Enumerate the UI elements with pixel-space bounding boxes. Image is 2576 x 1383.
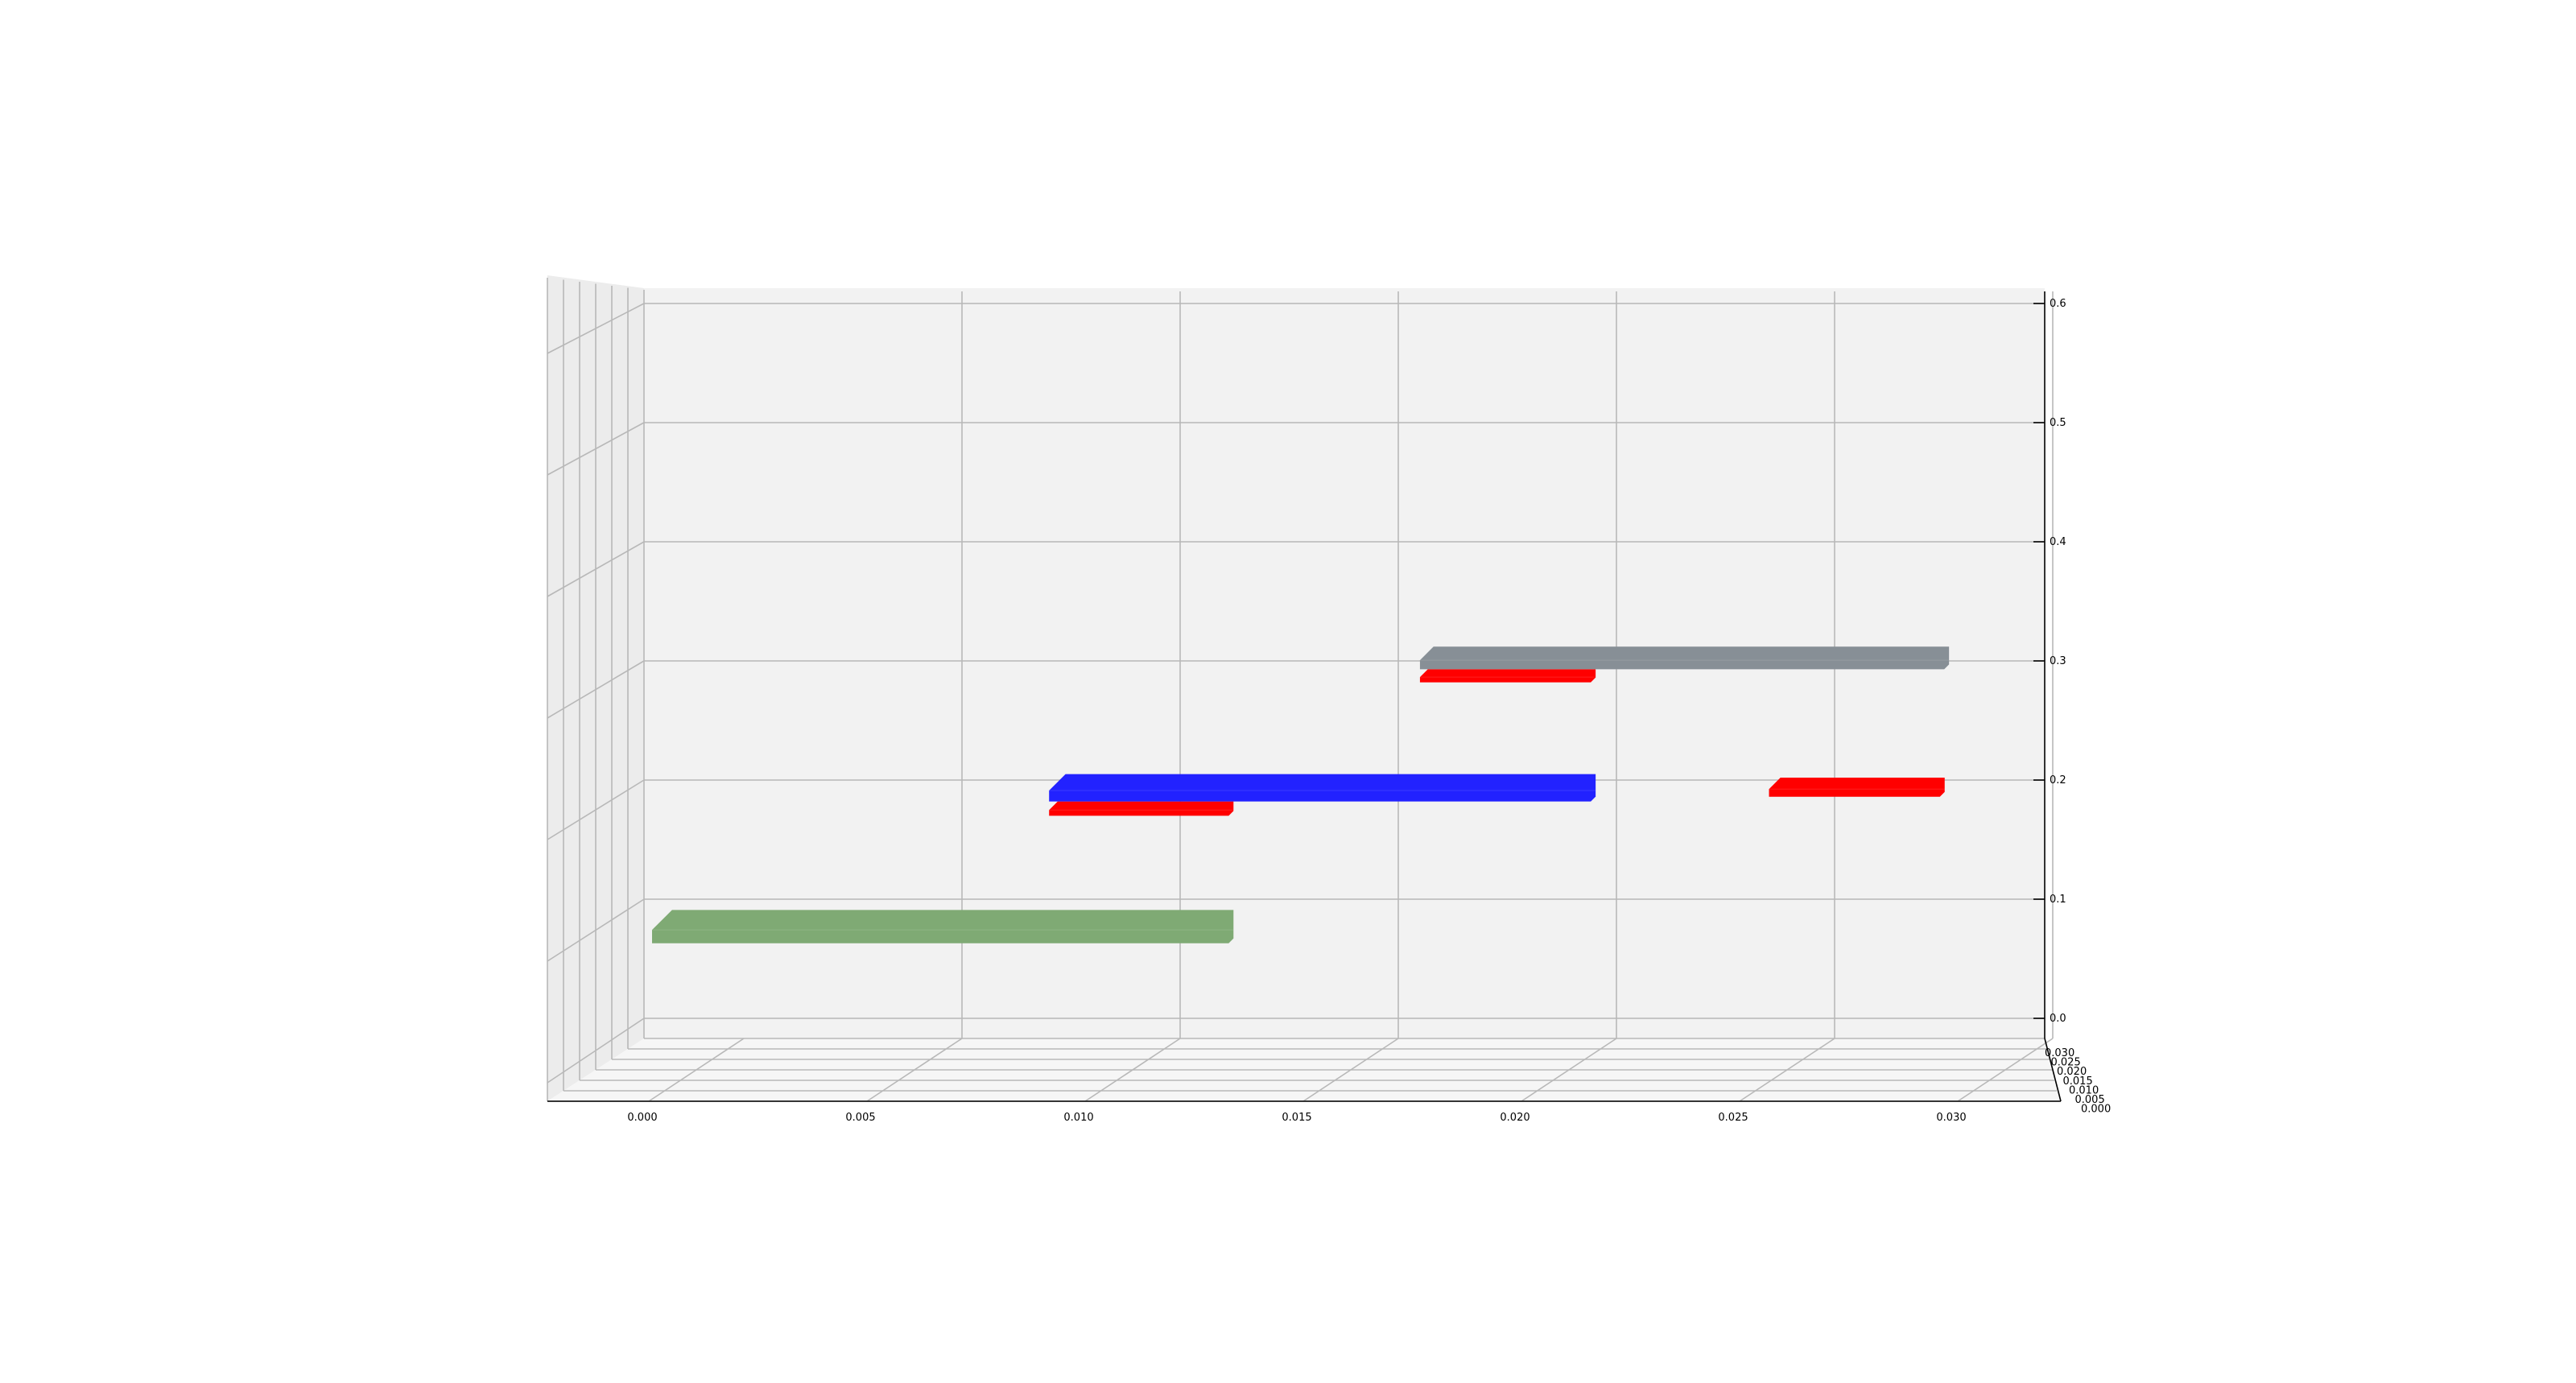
x-tick-label: 0.015 xyxy=(1282,1112,1311,1124)
y-tick-label: 0.000 xyxy=(2081,1104,2111,1116)
x-tick-label: 0.025 xyxy=(1718,1112,1748,1124)
y-tick-label: 0.020 xyxy=(2057,1066,2087,1078)
grid-lines xyxy=(547,278,2059,1102)
bar-1 xyxy=(1049,801,1234,816)
bar-0 xyxy=(652,910,1234,943)
bar-face xyxy=(1049,774,1596,802)
x-tick-label: 0.030 xyxy=(1936,1112,1966,1124)
y-axis-line xyxy=(2044,1038,2062,1102)
y-tick-label: 0.005 xyxy=(2075,1094,2105,1106)
bar-face xyxy=(652,910,1234,943)
bar-5 xyxy=(1769,778,1945,797)
x-tick-label: 0.020 xyxy=(1500,1112,1530,1124)
y-tick-label: 0.010 xyxy=(2069,1084,2099,1096)
x-tick-label: 0.000 xyxy=(627,1112,657,1124)
y-tick-label: 0.025 xyxy=(2051,1057,2081,1069)
z-tick-label: 0.1 xyxy=(2050,894,2066,906)
bar-face xyxy=(1419,669,1596,683)
axes-panes xyxy=(547,275,2061,1101)
y-tick-label: 0.030 xyxy=(2045,1047,2074,1059)
bar-face xyxy=(1419,646,1950,670)
z-tick-label: 0.2 xyxy=(2050,774,2066,786)
y-tick-label: 0.015 xyxy=(2063,1075,2093,1088)
bar-2 xyxy=(1049,774,1596,802)
bar-face xyxy=(1049,801,1234,816)
axis-lines xyxy=(547,291,2062,1102)
x-tick-labels: 0.000 0.005 0.010 0.015 0.020 0.025 0.030 xyxy=(627,1112,1966,1124)
bars xyxy=(652,646,1950,943)
bar-4 xyxy=(1419,646,1950,670)
x-tick-label: 0.005 xyxy=(845,1112,875,1124)
z-tick-label: 0.4 xyxy=(2050,536,2066,548)
bar-3 xyxy=(1419,669,1596,683)
back-pane xyxy=(644,288,2045,1038)
z-tick-label: 0.6 xyxy=(2050,298,2066,310)
x-tick-label: 0.010 xyxy=(1063,1112,1093,1124)
z-tick-labels: 0.0 0.1 0.2 0.3 0.4 0.5 0.6 xyxy=(2033,298,2066,1025)
z-tick-label: 0.0 xyxy=(2050,1013,2066,1025)
z-tick-label: 0.5 xyxy=(2050,417,2066,429)
bar-face xyxy=(1769,778,1945,797)
z-tick-label: 0.3 xyxy=(2050,655,2066,667)
